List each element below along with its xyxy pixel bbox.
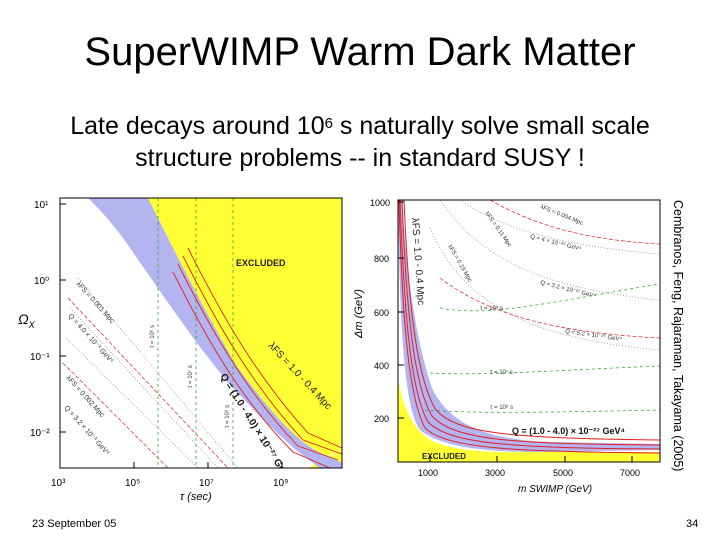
right-q-lines	[398, 200, 660, 454]
right-red-dashed	[439, 200, 660, 339]
right-lambda-line-2	[439, 200, 660, 301]
left-x-tick-3: 10⁷	[199, 478, 214, 489]
slide-subtitle: Late decays around 106 s naturally solve…	[20, 110, 700, 174]
right-tau-lines	[424, 283, 660, 413]
right-x-tick-4: 7000	[620, 468, 640, 478]
right-tau-line-3	[424, 409, 660, 413]
right-y-tick-3: 600	[374, 308, 389, 318]
left-red-diagonal-2	[62, 362, 169, 468]
left-y-tick-4: 10⁻²	[30, 428, 50, 439]
right-y-axis-label: Δm (GeV)	[353, 289, 365, 339]
left-y-axis-subscript: X	[28, 320, 36, 330]
right-tau-label-1: τ = 10⁵ s	[480, 305, 503, 312]
right-x-tick-1: 1000	[418, 468, 438, 478]
left-lambda-lines	[65, 277, 239, 468]
left-x-ticks	[59, 462, 283, 468]
right-plot: EXCLUDED λFS = 1.0 - 0.4 Mpc Q = (1.0 - …	[353, 198, 661, 495]
left-y-axis-label: ΩX	[18, 311, 36, 330]
left-q-line-2	[182, 255, 342, 455]
right-x-tick-2: 3000	[485, 468, 505, 478]
right-x-tick-3: 5000	[553, 468, 573, 478]
left-tau-label-1: τ = 10⁶ s	[149, 325, 156, 348]
slide-title: SuperWIMP Warm Dark Matter	[84, 30, 636, 74]
right-excluded-label: EXCLUDED	[422, 452, 466, 461]
author-credit: Cembranos, Feng, Rajaraman, Takayama (20…	[666, 200, 690, 472]
left-excluded-region	[148, 198, 342, 456]
right-q-line-1	[403, 200, 660, 441]
left-y-tick-2: 10⁰	[34, 276, 49, 287]
right-lambda-line-1	[459, 200, 660, 255]
right-y-tick-4: 400	[374, 361, 389, 371]
right-lambda-lines	[429, 200, 660, 351]
subtitle-exponent: 6	[324, 115, 333, 132]
left-x-tick-4: 10⁹	[273, 478, 288, 489]
left-x-tick-2: 10⁵	[125, 478, 140, 489]
footer-date: 23 September 05	[32, 518, 117, 530]
author-credit-text: Cembranos, Feng, Rajaraman, Takayama (20…	[671, 200, 685, 472]
right-x-ticks	[429, 456, 633, 462]
left-lambda-line-2	[69, 307, 219, 468]
left-red-diagonals	[62, 297, 229, 468]
subtitle-second-line: structure problems -- in standard SUSY !	[135, 144, 585, 172]
right-x-axis-label: m SWIMP (GeV)	[518, 484, 592, 495]
right-red-dashed-1	[489, 200, 660, 245]
right-excluded-region	[398, 378, 660, 462]
right-q-label: Q = (1.0 - 4.0) × 10⁻²⁷ GeV⁴	[512, 426, 625, 436]
left-plot: EXCLUDED λFS = 1.0 - 0.4 Mpc Q = (1.0 - …	[18, 197, 343, 503]
right-plot-frame	[397, 199, 661, 463]
right-tau-label-3: τ = 10⁸ s	[490, 404, 513, 411]
left-y-axis-symbol: Ω	[18, 311, 29, 327]
left-y-ticks	[60, 203, 66, 433]
page-number: 34	[686, 518, 699, 530]
subtitle-text-end: s naturally solve small scale	[332, 112, 650, 140]
right-lambda-line-3	[429, 227, 660, 351]
left-red-diagonal-1	[67, 297, 229, 468]
right-y-tick-5: 200	[374, 414, 389, 424]
left-x-axis-label: τ (sec)	[180, 491, 212, 503]
left-excluded-label: EXCLUDED	[236, 258, 286, 268]
left-q-line-3	[177, 263, 339, 461]
left-tau-lines	[157, 198, 234, 468]
right-y-ticks	[398, 201, 404, 419]
left-q-lines	[172, 247, 342, 468]
right-tau-label-2: τ = 10⁷ s	[490, 369, 513, 376]
right-q-line-4	[398, 200, 660, 454]
left-tau-label-3: τ = 10⁸ s	[224, 405, 231, 428]
right-tau-line-2	[429, 365, 660, 375]
right-q-line-2	[401, 200, 660, 446]
right-y-tick-1: 1000	[370, 198, 390, 208]
right-red-dashed-2	[439, 277, 660, 339]
right-tau-line-1	[439, 283, 660, 312]
right-y-tick-2: 800	[374, 254, 389, 264]
left-y-tick-3: 10⁻¹	[30, 352, 50, 363]
left-q-line-1	[187, 247, 342, 449]
left-y-tick-1: 10¹	[34, 200, 49, 211]
left-q-line-4	[172, 271, 331, 468]
left-tau-label-2: τ = 10⁷ s	[187, 365, 194, 388]
right-q-line-3	[399, 200, 660, 450]
subtitle-text-start: Late decays around 10	[70, 112, 325, 140]
left-x-tick-1: 10³	[51, 478, 66, 489]
left-lambda-line-3	[65, 337, 199, 468]
left-plot-frame	[59, 197, 343, 469]
